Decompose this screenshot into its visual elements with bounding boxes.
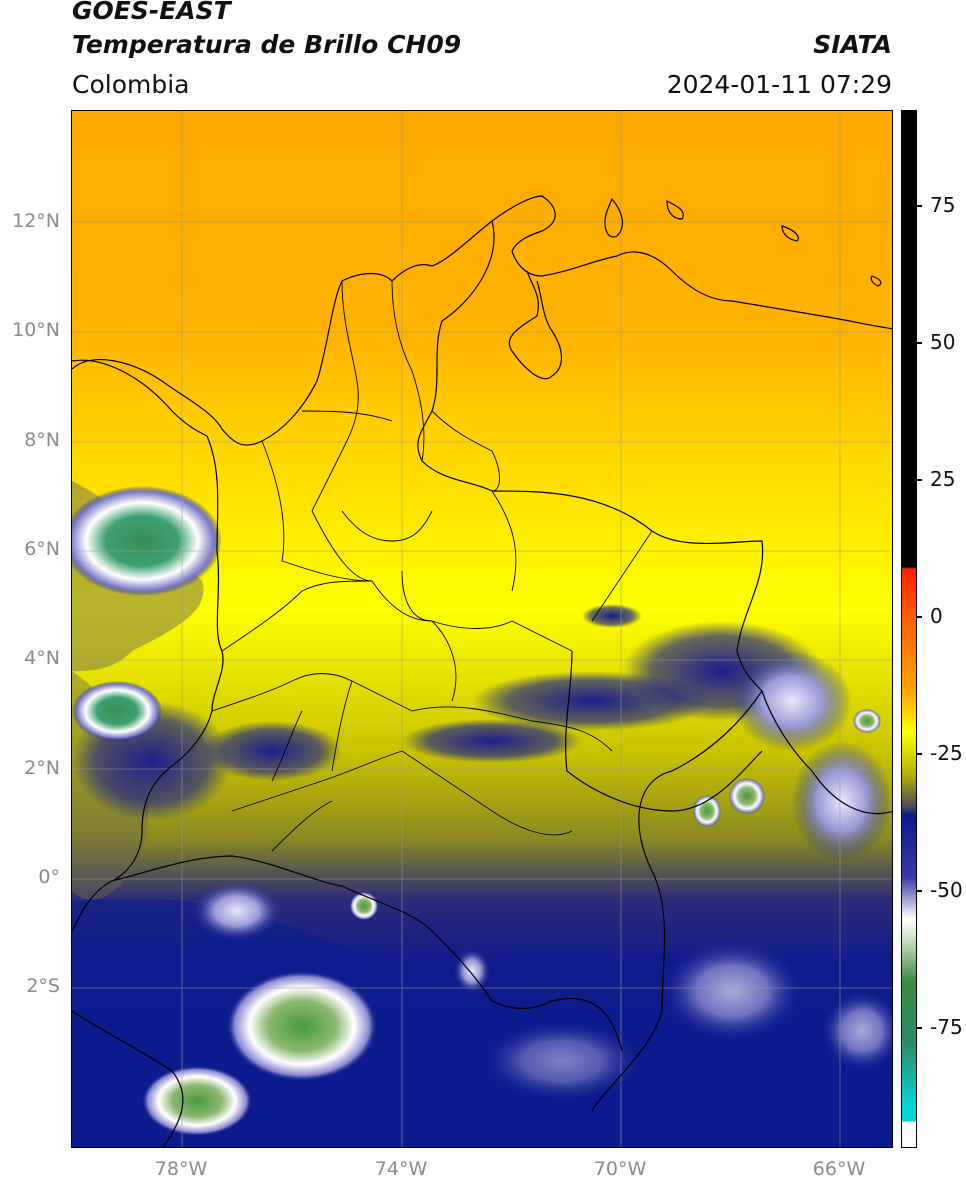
colorbar-label: 25 [930,467,956,491]
colorbar-tick [917,890,922,892]
organization-label: SIATA [813,30,892,59]
lat-label: 0° [38,866,60,888]
colorbar-label: 50 [930,330,956,354]
colorbar-label: -50 [930,878,963,902]
colorbar-label: 75 [930,193,956,217]
lon-label: 78°W [154,1158,208,1180]
lat-label: 12°N [12,210,60,232]
colorbar-tick [917,342,922,344]
region-label: Colombia [72,70,190,99]
cloud-core-pacific [72,486,222,596]
lat-label: 8°N [24,429,60,451]
timestamp-label: 2024-01-11 07:29 [666,70,892,99]
colorbar-tick [917,616,922,618]
graticule [72,111,892,1147]
colorbar-tick [917,1027,922,1029]
lat-label: 10°N [12,319,60,341]
department-boundaries [211,280,653,852]
colorbar-tick [917,753,922,755]
colorbar-label: -75 [930,1015,963,1039]
lat-label: 4°N [24,647,60,669]
map-canvas [72,111,892,1147]
lat-label: 2°N [24,757,60,779]
lat-label: 6°N [24,538,60,560]
product-title: Temperatura de Brillo CH09 [72,30,462,59]
colorbar [901,110,917,1148]
colorbar-label: -25 [930,741,963,765]
lon-label: 74°W [374,1158,428,1180]
lon-label: 66°W [812,1158,866,1180]
colorbar-tick [917,205,922,207]
lat-label: 2°S [26,975,60,997]
colorbar-tick [917,479,922,481]
satellite-map [71,110,893,1148]
satellite-title: GOES-EAST [72,0,231,25]
coastlines-borders [72,195,892,1147]
colorbar-label: 0 [930,604,943,628]
lon-label: 70°W [593,1158,647,1180]
cloud-core-south [227,971,377,1081]
